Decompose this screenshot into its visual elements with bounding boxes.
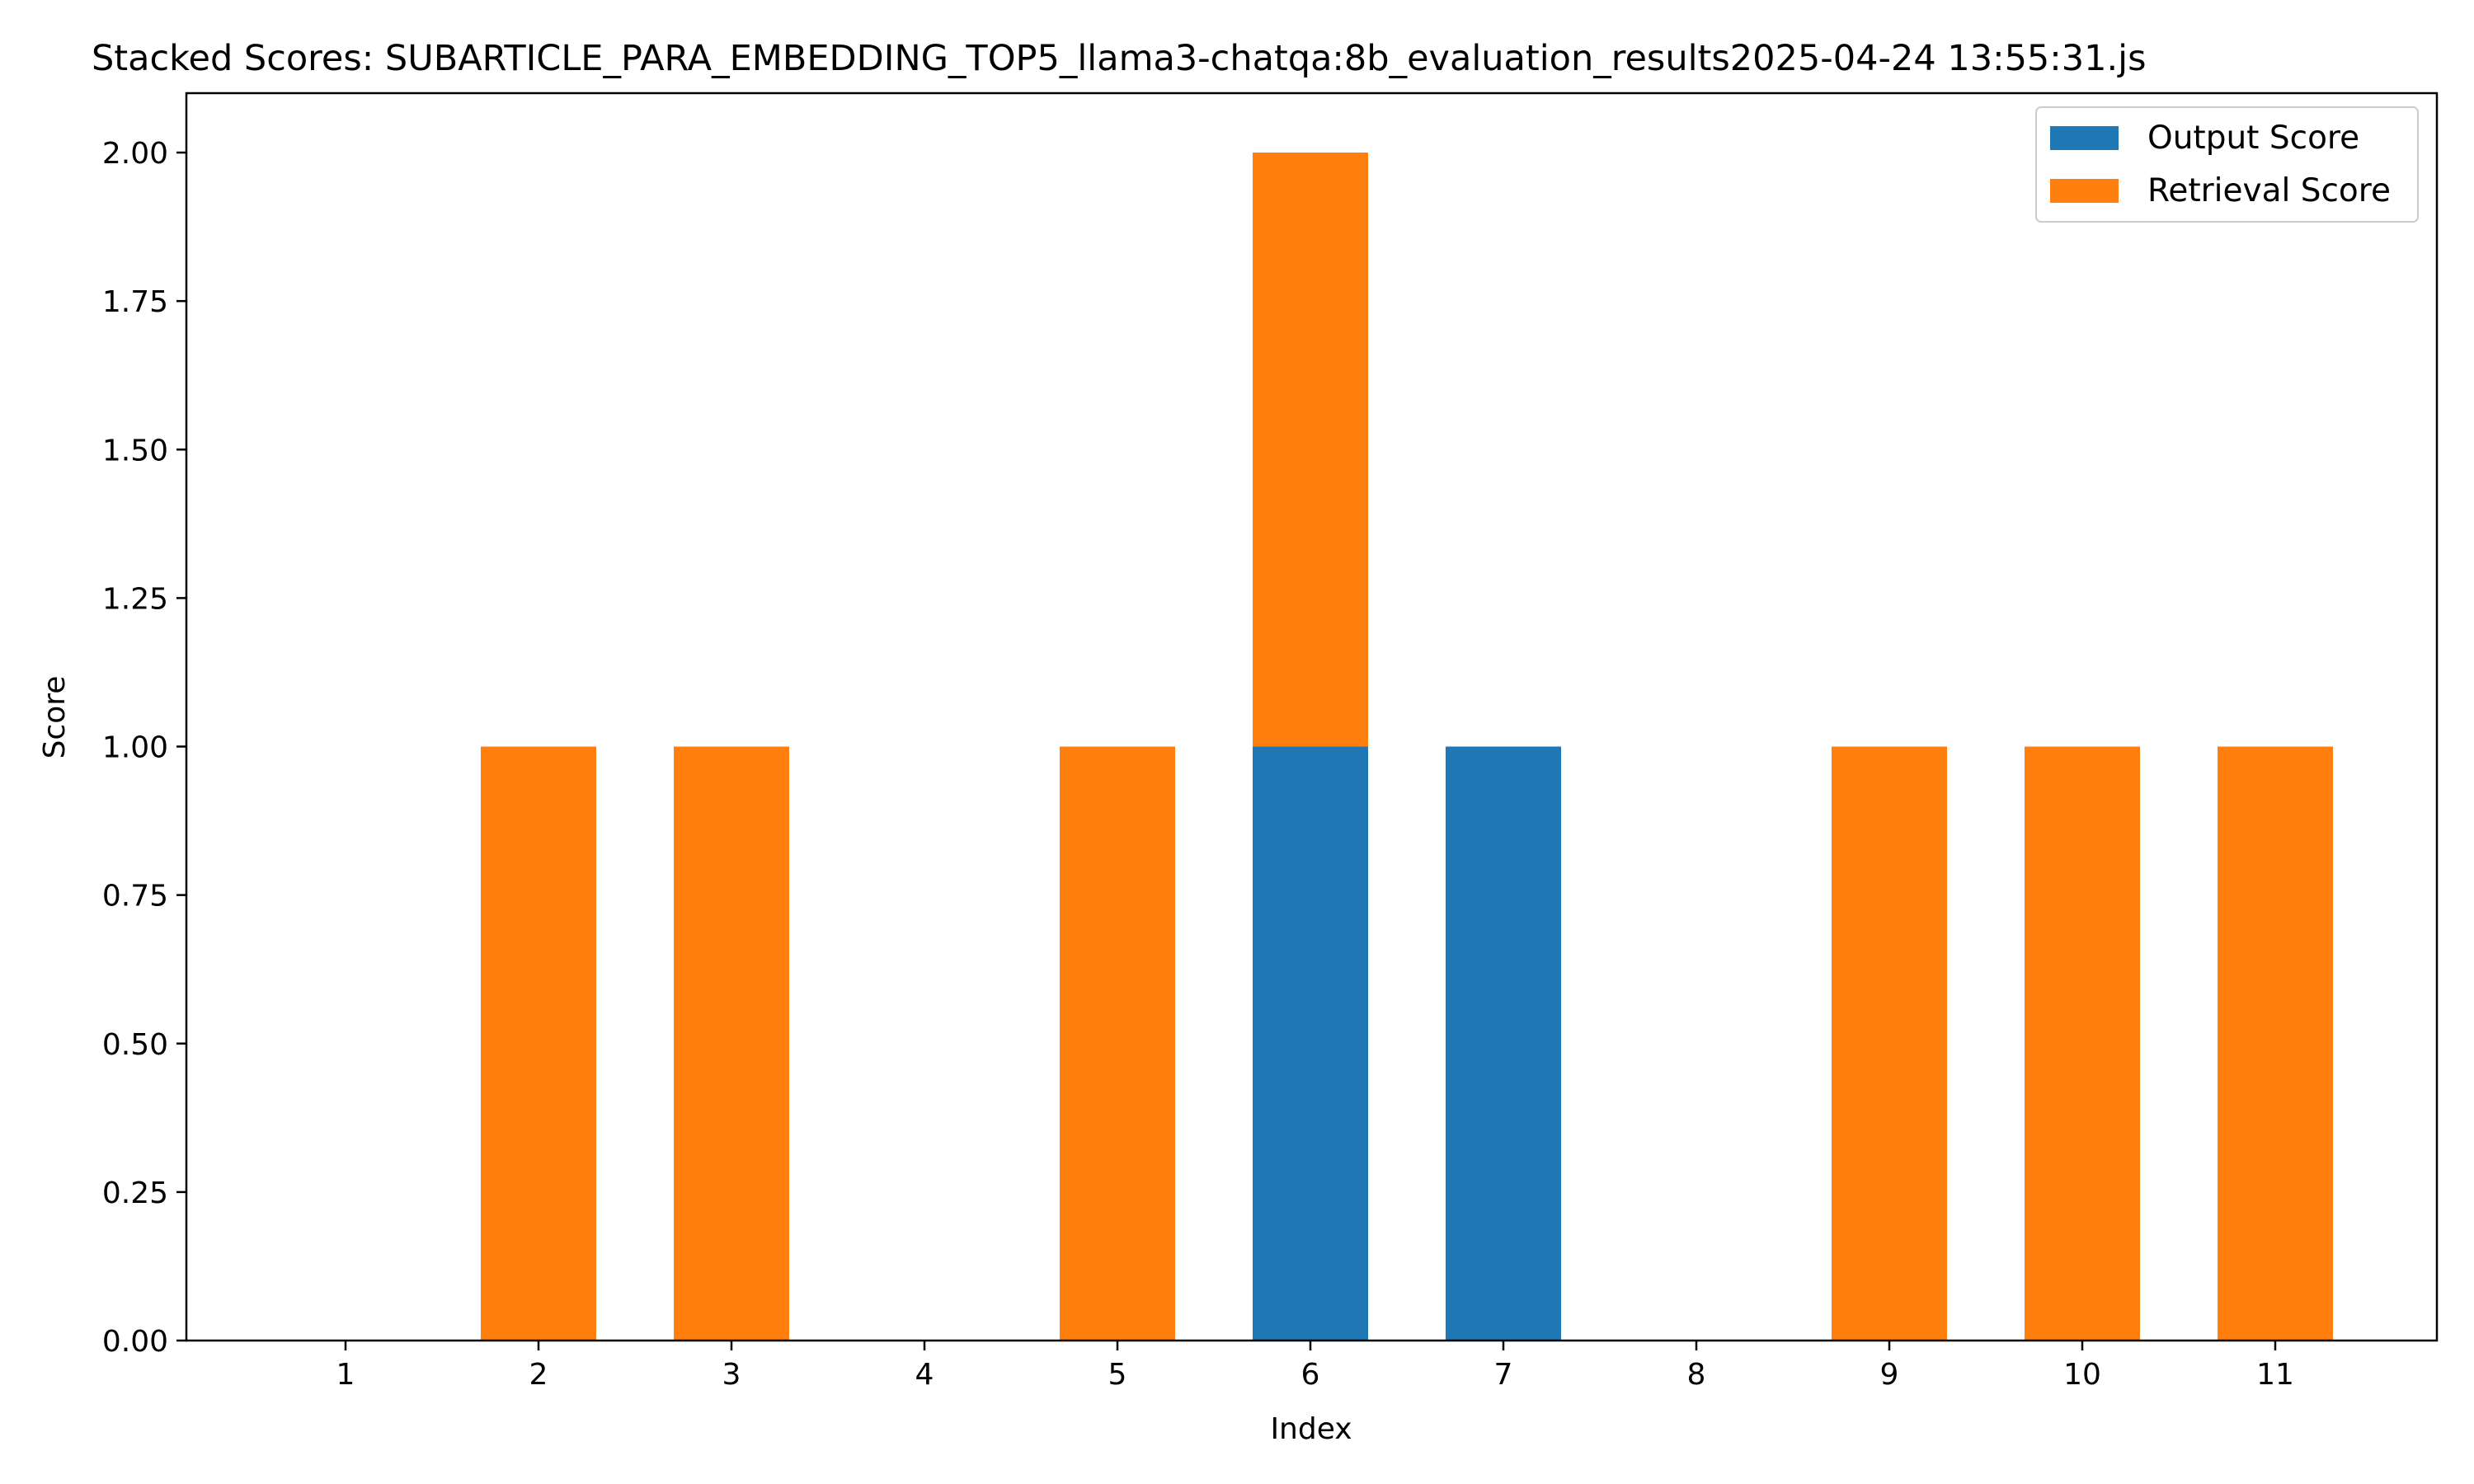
- chart-title: Stacked Scores: SUBARTICLE_PARA_EMBEDDIN…: [92, 38, 2147, 79]
- bars-layer: [481, 153, 2333, 1341]
- x-axis-label: Index: [1270, 1412, 1352, 1446]
- legend-frame: [2035, 106, 2419, 223]
- y-tick-label: 1.75: [102, 285, 168, 319]
- bar-retrieval-score-5: [1060, 746, 1175, 1341]
- bar-retrieval-score-2: [481, 746, 596, 1341]
- y-tick-label: 2.00: [102, 137, 168, 171]
- bar-output-score-6: [1253, 746, 1368, 1341]
- bar-retrieval-score-11: [2218, 746, 2333, 1341]
- y-tick-label: 0.25: [102, 1176, 168, 1210]
- x-tick-label: 4: [915, 1358, 934, 1392]
- y-tick-label: 0.50: [102, 1028, 168, 1062]
- y-axis-label: Score: [38, 676, 72, 759]
- x-tick-label: 3: [722, 1358, 741, 1392]
- legend-swatch-output-score: [2050, 126, 2119, 150]
- x-tick-label: 7: [1494, 1358, 1513, 1392]
- y-tick-label: 0.00: [102, 1325, 168, 1359]
- legend-swatch-retrieval-score: [2050, 179, 2119, 203]
- y-tick-label: 1.50: [102, 434, 168, 467]
- x-axis: 1 2 3 4 5 6 7 8 9 10 11: [336, 1341, 2294, 1392]
- x-tick-label: 10: [2063, 1358, 2101, 1392]
- bar-retrieval-score-9: [1832, 746, 1947, 1341]
- plot-frame: [185, 92, 2439, 1342]
- x-tick-label: 1: [336, 1358, 355, 1392]
- x-tick-label: 2: [529, 1358, 548, 1392]
- y-tick-label: 1.25: [102, 582, 168, 616]
- legend-label-retrieval-score: Retrieval Score: [2147, 172, 2391, 209]
- x-tick-label: 8: [1687, 1358, 1706, 1392]
- x-tick-label: 5: [1108, 1358, 1127, 1392]
- legend-label-output-score: Output Score: [2147, 120, 2359, 157]
- bar-output-score-7: [1446, 746, 1561, 1341]
- x-tick-label: 9: [1880, 1358, 1899, 1392]
- bar-retrieval-score-3: [674, 746, 789, 1341]
- bar-retrieval-score-6: [1253, 153, 1368, 747]
- x-tick-label: 11: [2256, 1358, 2294, 1392]
- y-axis: 0.00 0.25 0.50 0.75 1.00 1.25 1.50 1.75 2.00: [102, 137, 186, 1359]
- y-tick-label: 1.00: [102, 731, 168, 765]
- legend: Output Score Retrieval Score: [2035, 106, 2419, 223]
- y-tick-label: 0.75: [102, 880, 168, 913]
- x-tick-label: 6: [1301, 1358, 1320, 1392]
- bar-retrieval-score-10: [2025, 746, 2140, 1341]
